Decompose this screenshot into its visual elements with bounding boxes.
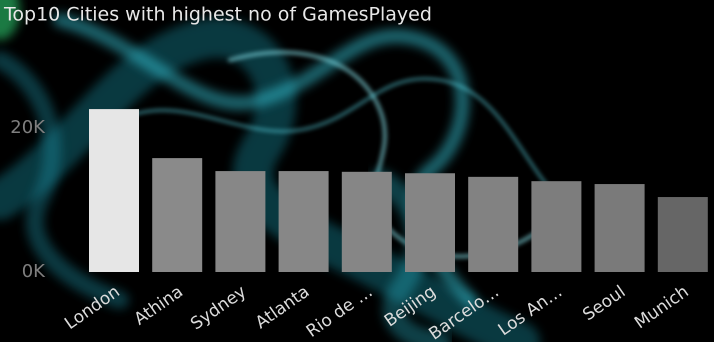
y-tick-label: 20K bbox=[10, 117, 46, 138]
bar bbox=[215, 171, 266, 272]
bar bbox=[341, 171, 392, 272]
bar bbox=[657, 197, 708, 272]
bar bbox=[468, 176, 519, 272]
bar bbox=[405, 173, 455, 272]
chart-title: Top10 Cities with highest no of GamesPla… bbox=[3, 4, 432, 26]
y-tick-label: 0K bbox=[22, 261, 46, 282]
bar bbox=[89, 109, 139, 272]
bar bbox=[594, 184, 645, 272]
bar bbox=[278, 171, 329, 272]
bar bbox=[531, 181, 582, 272]
bar bbox=[152, 158, 203, 272]
